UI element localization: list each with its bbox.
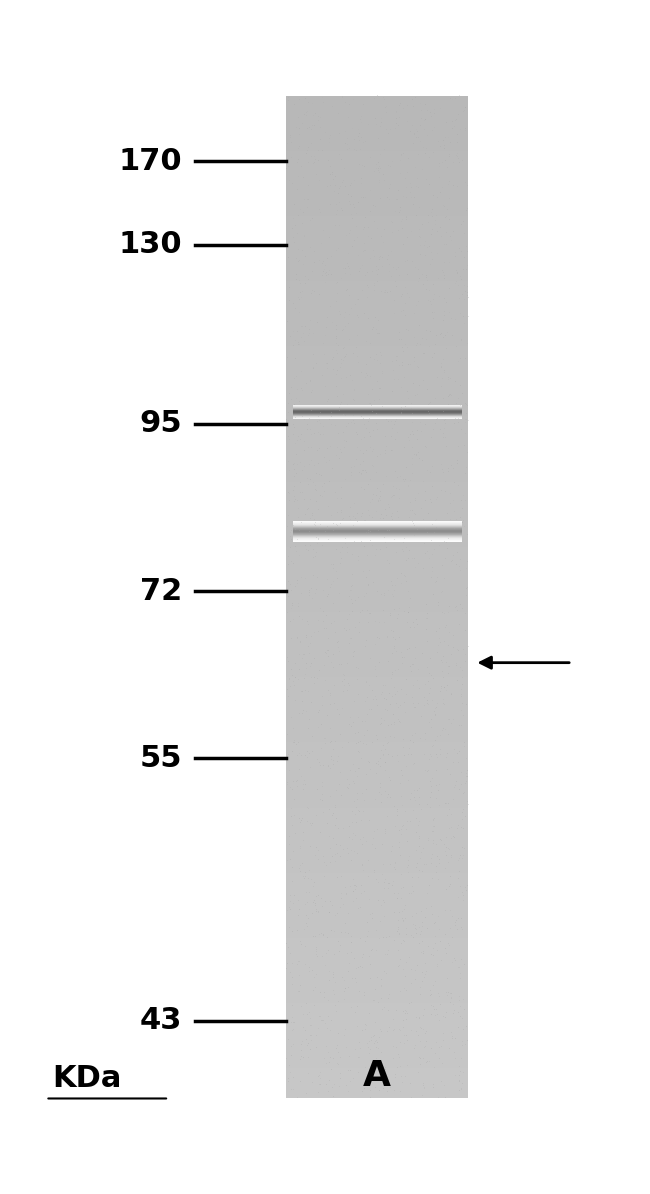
Text: 170: 170: [118, 147, 182, 176]
Text: 72: 72: [140, 577, 182, 605]
Text: 95: 95: [139, 410, 182, 438]
Text: KDa: KDa: [52, 1064, 122, 1093]
Text: 55: 55: [140, 744, 182, 773]
Text: 130: 130: [118, 230, 182, 259]
Text: 43: 43: [140, 1007, 182, 1035]
Text: A: A: [363, 1059, 391, 1093]
